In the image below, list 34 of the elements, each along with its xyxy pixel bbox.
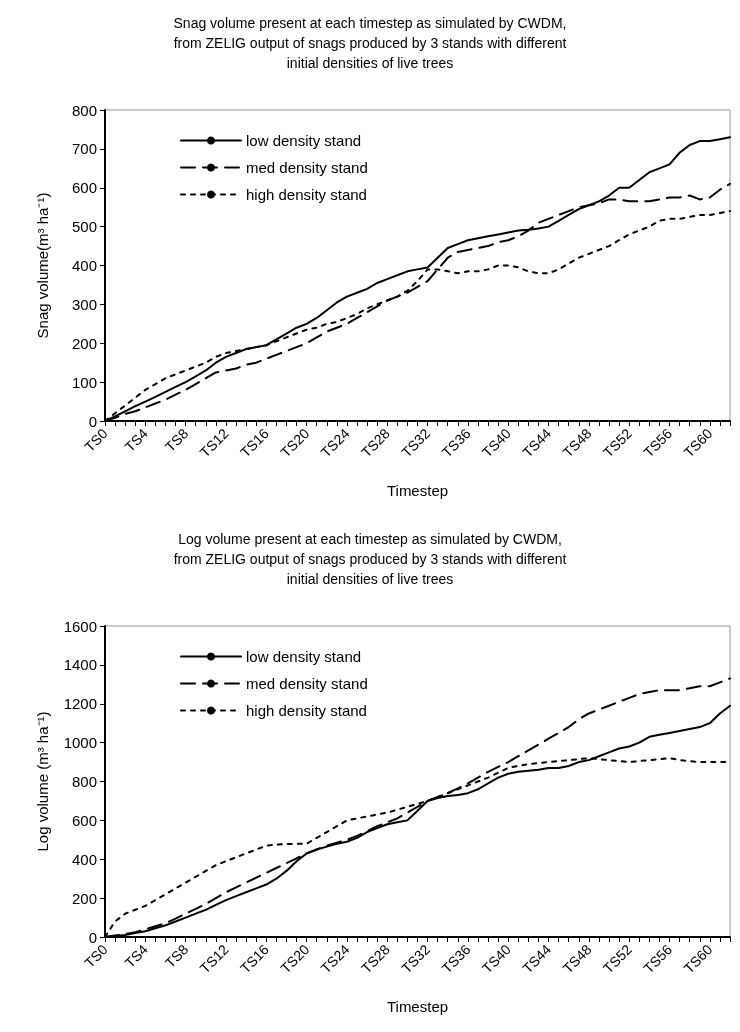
y-tick-label: 1200 — [63, 695, 97, 713]
y-tick-label: 1600 — [63, 617, 97, 635]
y-tick-label: 200 — [71, 889, 97, 907]
y-tick-label: 700 — [71, 140, 97, 158]
y-axis-title: Snag volume(m³ ha⁻¹) — [34, 192, 51, 339]
chart-title: Log volume present at each timestep as simulated by CWDM, from ZELIG output of snags produced by 3 stands with different initial densities of live trees — [173, 531, 567, 587]
y-axis-title: Log volume (m³ ha⁻¹) — [34, 711, 51, 852]
legend-label: low density stand — [246, 648, 362, 665]
x-tick-label: TS4 — [121, 941, 152, 971]
legend-label: low density stand — [246, 132, 362, 149]
y-tick-label: 800 — [71, 101, 97, 119]
x-tick-label: TS8 — [161, 941, 192, 971]
legend-label: med density stand — [246, 159, 368, 176]
y-tick-label: 600 — [71, 179, 97, 197]
x-axis-title: Timestep — [386, 998, 449, 1015]
x-tick-label: TS4 — [121, 425, 152, 455]
chart-title: Snag volume present at each timestep as simulated by CWDM, from ZELIG output of snags produced by 3 stands with different initial densities of live trees — [173, 15, 567, 71]
y-tick-label: 0 — [88, 928, 97, 946]
x-axis-title: Timestep — [386, 482, 449, 499]
y-tick-label: 0 — [88, 412, 97, 430]
y-tick-label: 1400 — [63, 656, 97, 674]
y-tick-label: 100 — [71, 373, 97, 391]
y-tick-label: 400 — [71, 257, 97, 274]
legend-label: high density stand — [246, 702, 367, 719]
y-tick-label: 800 — [71, 773, 97, 790]
y-tick-label: 400 — [71, 850, 97, 868]
y-tick-label: 300 — [71, 295, 97, 313]
y-tick-label: 1000 — [63, 734, 97, 752]
legend-label: high density stand — [246, 186, 367, 203]
y-tick-label: 600 — [71, 811, 97, 829]
y-tick-label: 500 — [71, 218, 97, 236]
legend-label: med density stand — [246, 675, 368, 692]
x-tick-label: TS8 — [161, 425, 192, 455]
y-tick-label: 200 — [71, 334, 97, 352]
